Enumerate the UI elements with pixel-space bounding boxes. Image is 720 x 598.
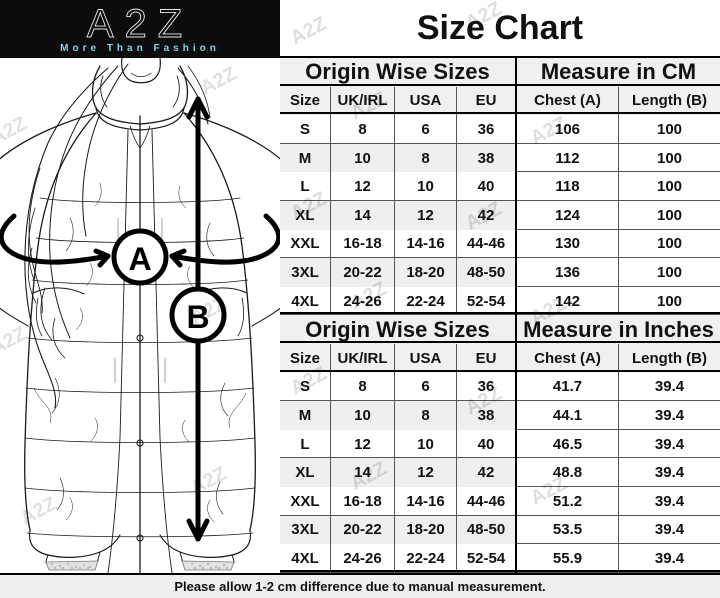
svg-text:B: B <box>186 299 209 335</box>
svg-text:A: A <box>128 241 151 277</box>
